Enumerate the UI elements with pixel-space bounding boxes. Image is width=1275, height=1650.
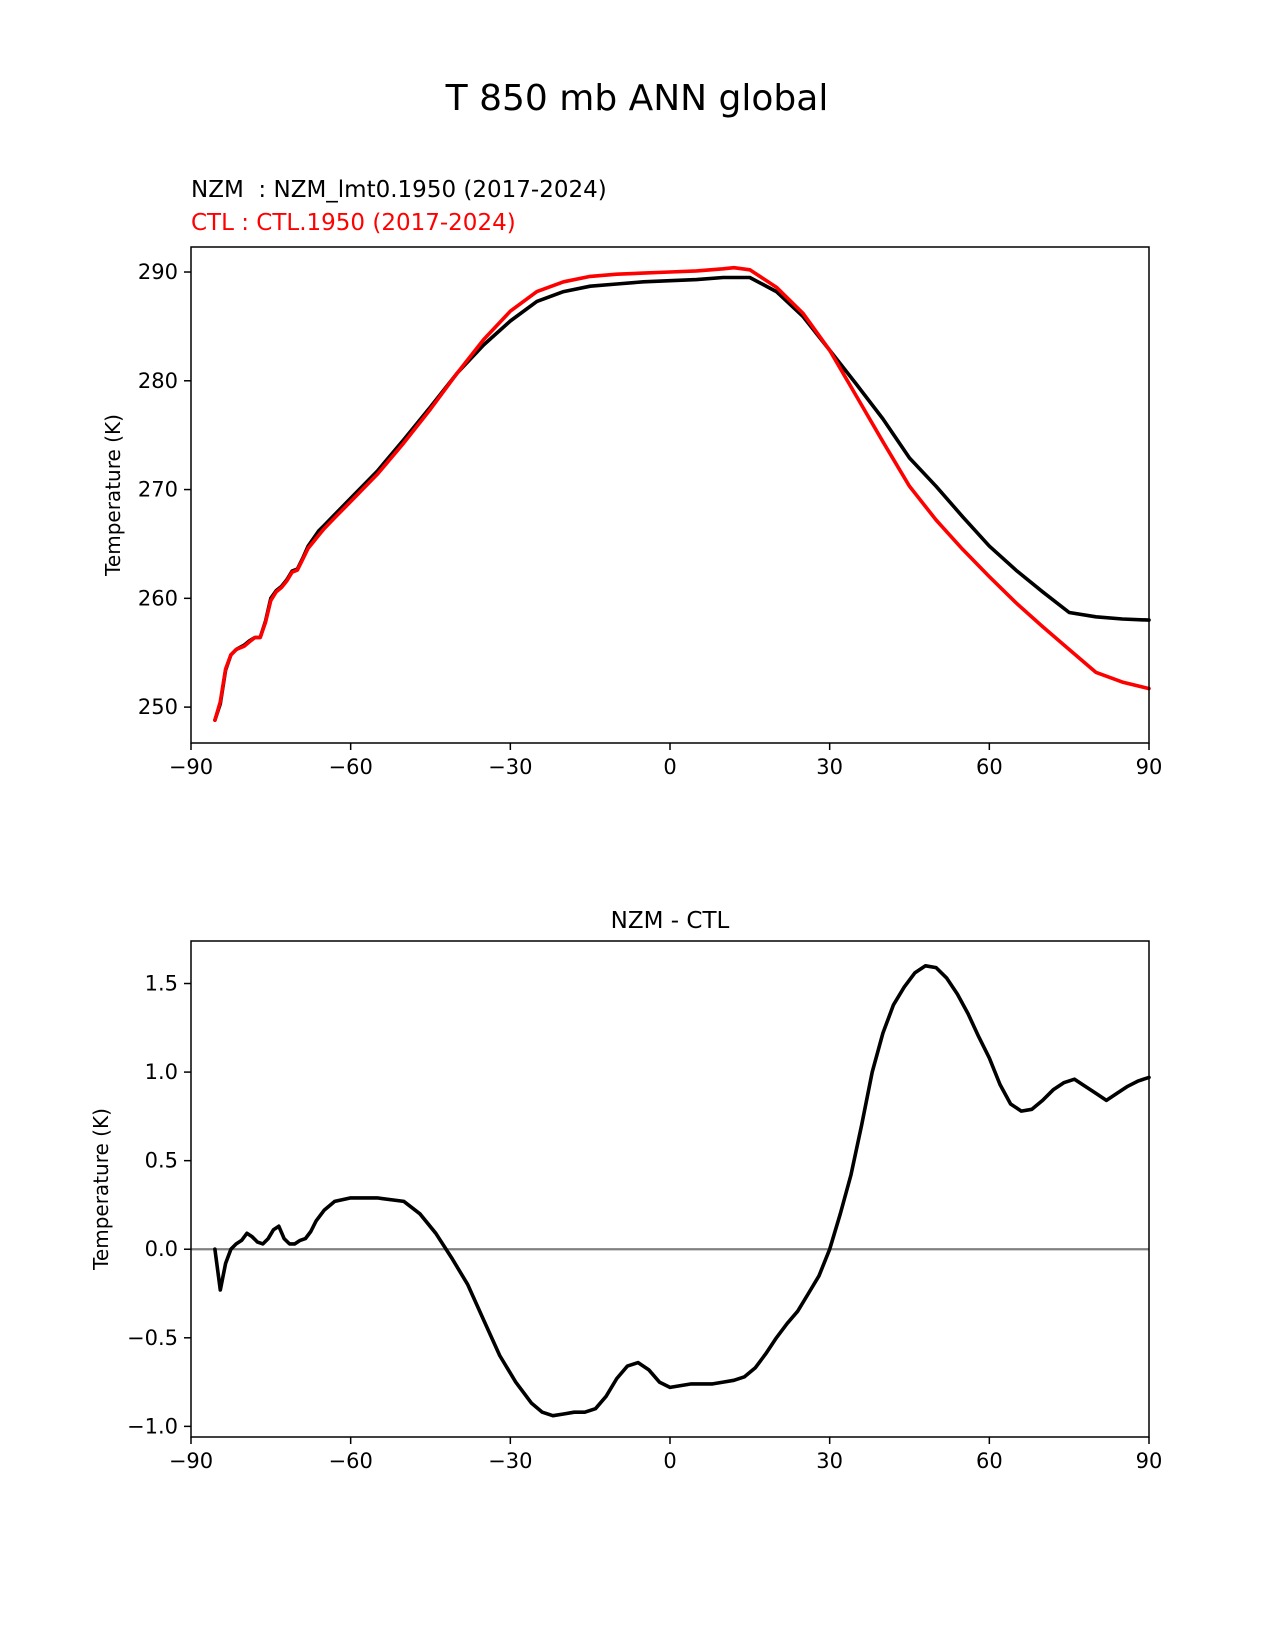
top-x-tick-label: 0 — [663, 755, 676, 779]
top-y-tick-label: 290 — [138, 260, 178, 284]
legend-entry-nzm: NZM : NZM_lmt0.1950 (2017-2024) — [191, 177, 607, 203]
top-x-tick-label: 60 — [976, 755, 1003, 779]
top-x-tick-label: 30 — [816, 755, 843, 779]
top-series-line-ctl — [213, 265, 1151, 722]
top-y-tick-label: 260 — [138, 586, 178, 610]
bottom-x-tick-label: 60 — [976, 1449, 1003, 1473]
legend-entry-ctl: CTL : CTL.1950 (2017-2024) — [191, 210, 516, 236]
bottom-x-tick-label: −90 — [169, 1449, 213, 1473]
bottom-chart-title: NZM - CTL — [611, 908, 730, 934]
figure-title: T 850 mb ANN global — [445, 78, 829, 119]
top-y-tick-label: 270 — [138, 478, 178, 502]
bottom-y-tick-label: −0.5 — [127, 1326, 178, 1350]
bottom-x-tick-label: 0 — [663, 1449, 676, 1473]
bottom-chart: NZM - CTL −90 −60 −30 0 30 60 90 −1.0 −0.5 0.0 0.5… — [89, 908, 1162, 1473]
top-x-tick-label: −60 — [329, 755, 373, 779]
bottom-y-tick-label: −1.0 — [127, 1414, 178, 1438]
bottom-x-tick-label: 90 — [1136, 1449, 1163, 1473]
top-x-tick-label: −90 — [169, 755, 213, 779]
top-x-tick-label: 90 — [1136, 755, 1163, 779]
bottom-y-axis-label: Temperature (K) — [89, 1108, 113, 1271]
bottom-y-tick-label: 0.0 — [145, 1237, 178, 1261]
bottom-y-tick-label: 1.5 — [145, 972, 178, 996]
top-y-tick-label: 280 — [138, 369, 178, 393]
top-x-tick-label: −30 — [488, 755, 532, 779]
bottom-y-tick-label: 1.0 — [145, 1060, 178, 1084]
bottom-series-line-nzm-ctl — [213, 964, 1151, 1418]
bottom-x-tick-label: −60 — [329, 1449, 373, 1473]
bottom-x-tick-label: −30 — [488, 1449, 532, 1473]
top-chart: NZM : NZM_lmt0.1950 (2017-2024) CTL : CT… — [101, 177, 1162, 779]
top-y-axis-label: Temperature (K) — [101, 414, 125, 577]
top-y-tick-label: 250 — [138, 695, 178, 719]
bottom-y-tick-label: 0.5 — [145, 1149, 178, 1173]
bottom-x-tick-label: 30 — [816, 1449, 843, 1473]
